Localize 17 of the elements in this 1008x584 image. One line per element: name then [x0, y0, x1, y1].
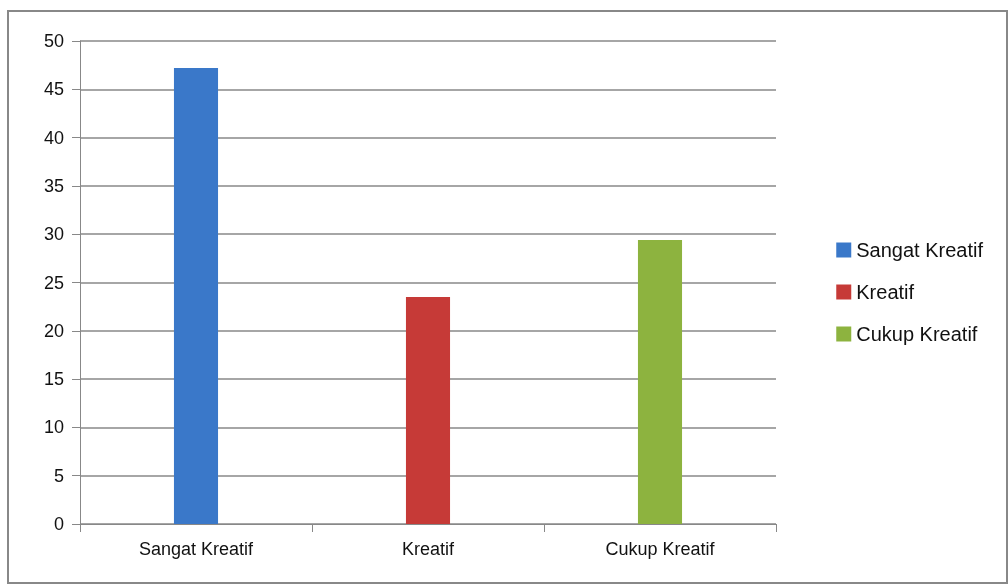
y-tick-label: 15: [43, 369, 64, 390]
y-tick-label: 10: [43, 417, 64, 438]
x-tick-label: Cukup Kreatif: [605, 539, 716, 559]
y-tick-label: 45: [43, 79, 64, 100]
y-tick-label: 50: [43, 31, 64, 51]
legend-label: Kreatif: [856, 281, 915, 303]
y-tick-label: 20: [43, 320, 64, 341]
legend-label: Cukup Kreatif: [856, 323, 978, 345]
x-tick-label: Sangat Kreatif: [138, 539, 255, 559]
y-tick-label: 40: [43, 127, 64, 148]
y-tick-label: 30: [43, 224, 64, 245]
y-tick-label: 25: [43, 272, 64, 293]
y-tick-label: 5: [53, 465, 64, 486]
y-tick-label: 0: [53, 514, 64, 534]
x-tick-label: Kreatif: [401, 539, 456, 559]
legend-label: Sangat Kreatif: [856, 239, 984, 261]
y-tick-label: 35: [43, 175, 64, 196]
